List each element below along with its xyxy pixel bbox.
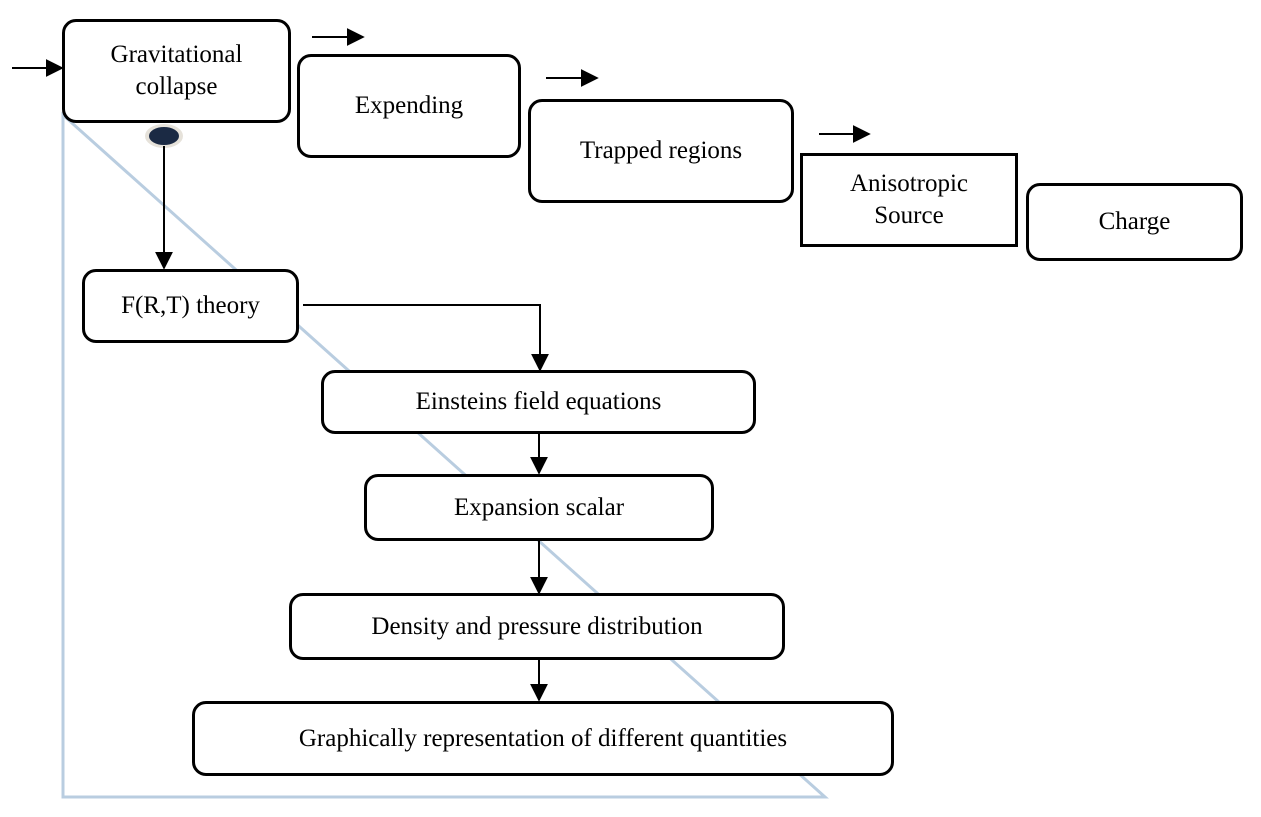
node-charge: Charge xyxy=(1026,183,1243,261)
node-anisotropic-source: Anisotropic Source xyxy=(800,153,1018,247)
node-trapped-regions: Trapped regions xyxy=(528,99,794,203)
arrow-to-einstein-equations xyxy=(303,304,549,372)
node-gravitational-collapse: Gravitational collapse xyxy=(62,19,291,123)
node-expending: Expending xyxy=(297,54,521,158)
connector-dot-inner xyxy=(149,127,179,145)
node-einstein-field-equations: Einsteins field equations xyxy=(321,370,756,434)
node-graphical-representation: Graphically representation of different … xyxy=(192,701,894,776)
node-frt-theory: F(R,T) theory xyxy=(82,269,299,343)
background-triangle xyxy=(61,111,829,799)
node-density-pressure: Density and pressure distribution xyxy=(289,593,785,660)
node-expansion-scalar: Expansion scalar xyxy=(364,474,714,541)
